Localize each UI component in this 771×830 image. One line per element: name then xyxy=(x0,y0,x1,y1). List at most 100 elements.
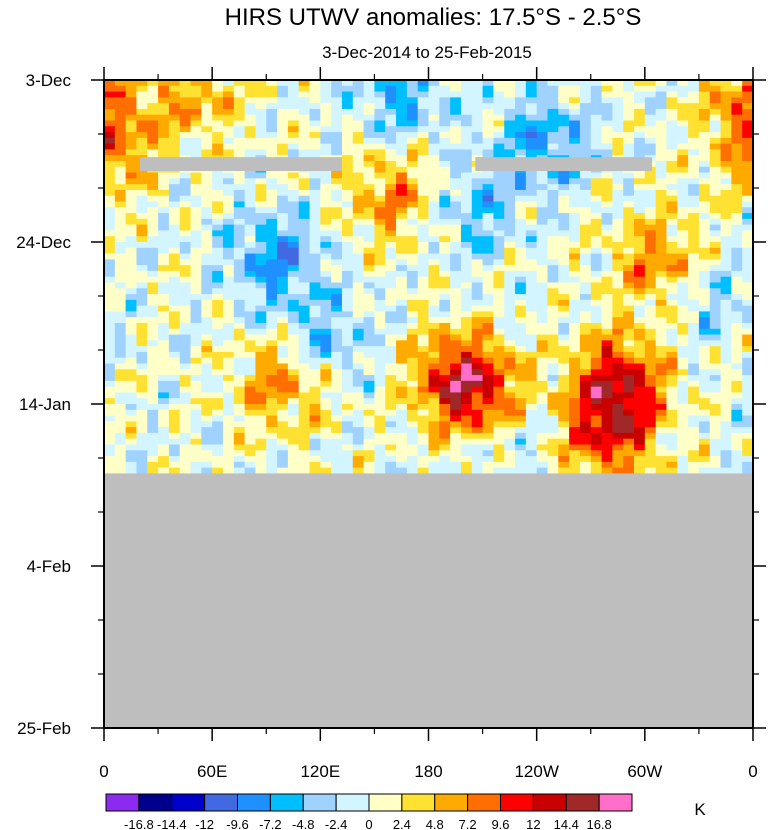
field-cell xyxy=(158,247,170,255)
field-cell xyxy=(385,363,397,370)
field-cell xyxy=(601,224,613,232)
field-cell xyxy=(644,85,657,93)
field-cell xyxy=(136,108,148,116)
field-cell xyxy=(331,282,343,289)
field-cell xyxy=(374,270,386,278)
field-cell xyxy=(352,415,365,422)
field-cell xyxy=(698,91,711,98)
field-cell xyxy=(222,253,235,260)
field-cell xyxy=(644,236,657,243)
field-cell xyxy=(179,438,192,446)
field-cell xyxy=(709,415,722,422)
field-cell xyxy=(547,172,559,179)
field-cell xyxy=(277,201,289,208)
field-cell xyxy=(655,201,668,208)
field-cell xyxy=(623,415,635,422)
field-cell xyxy=(525,242,538,249)
field-cell xyxy=(417,323,430,330)
field-cell xyxy=(331,218,343,226)
field-cell xyxy=(623,432,635,440)
field-cell xyxy=(385,357,397,365)
field-cell xyxy=(709,288,722,295)
field-cell xyxy=(331,189,343,197)
field-cell xyxy=(309,398,321,405)
field-cell xyxy=(222,230,235,237)
field-cell xyxy=(341,323,354,330)
field-cell xyxy=(612,357,624,365)
field-cell xyxy=(201,351,213,359)
field-cell xyxy=(222,207,235,214)
field-cell xyxy=(439,270,451,278)
field-cell xyxy=(623,450,635,457)
field-cell xyxy=(590,392,603,399)
field-cell xyxy=(634,299,646,307)
field-cell xyxy=(558,282,570,289)
field-cell xyxy=(363,247,376,255)
field-cell xyxy=(406,334,419,341)
field-cell xyxy=(125,467,138,475)
field-cell xyxy=(720,432,732,440)
field-cell xyxy=(493,299,505,307)
field-cell xyxy=(287,259,300,266)
field-cell xyxy=(504,351,516,359)
field-cell xyxy=(547,427,559,434)
field-cell xyxy=(363,305,376,313)
field-cell xyxy=(709,80,722,87)
field-cell xyxy=(688,137,700,145)
field-cell xyxy=(363,270,376,278)
field-cell xyxy=(590,340,603,347)
field-cell xyxy=(201,438,213,446)
field-cell xyxy=(601,311,613,318)
field-cell xyxy=(688,380,700,388)
field-cell xyxy=(158,323,170,330)
field-cell xyxy=(233,149,246,156)
field-cell xyxy=(439,247,451,255)
field-cell xyxy=(385,328,397,336)
field-cell xyxy=(222,467,235,475)
field-cell xyxy=(677,467,689,475)
field-cell xyxy=(168,265,181,272)
field-cell xyxy=(590,178,603,185)
field-cell xyxy=(504,247,516,255)
field-cell xyxy=(569,380,581,388)
field-cell xyxy=(287,218,300,226)
field-cell xyxy=(634,178,646,185)
field-cell xyxy=(493,103,505,110)
field-cell xyxy=(601,328,613,336)
field-cell xyxy=(525,432,538,440)
field-cell xyxy=(547,334,559,341)
field-cell xyxy=(504,299,516,307)
field-cell xyxy=(255,323,267,330)
field-cell xyxy=(255,149,267,156)
field-cell xyxy=(147,114,159,122)
field-cell xyxy=(558,91,570,98)
field-cell xyxy=(212,236,224,243)
field-cell xyxy=(104,444,116,451)
field-cell xyxy=(698,427,711,434)
field-cell xyxy=(374,357,386,365)
field-cell xyxy=(222,259,235,266)
field-cell xyxy=(136,461,148,469)
field-cell xyxy=(569,253,581,260)
field-cell xyxy=(244,357,257,365)
field-cell xyxy=(558,242,570,249)
field-cell xyxy=(212,80,224,87)
field-cell xyxy=(601,143,613,151)
field-cell xyxy=(471,97,484,104)
field-cell xyxy=(515,120,527,127)
field-cell xyxy=(222,108,235,116)
field-cell xyxy=(536,438,549,446)
field-cell xyxy=(298,438,311,446)
field-cell xyxy=(158,328,170,336)
field-cell xyxy=(590,195,603,203)
field-cell xyxy=(104,386,116,394)
field-cell xyxy=(471,357,484,365)
field-cell xyxy=(547,265,559,272)
field-cell xyxy=(655,97,668,104)
field-cell xyxy=(406,230,419,237)
field-cell xyxy=(406,270,419,278)
field-cell xyxy=(374,467,386,475)
field-cell xyxy=(634,184,646,191)
field-cell xyxy=(385,132,397,139)
field-cell xyxy=(504,363,516,370)
